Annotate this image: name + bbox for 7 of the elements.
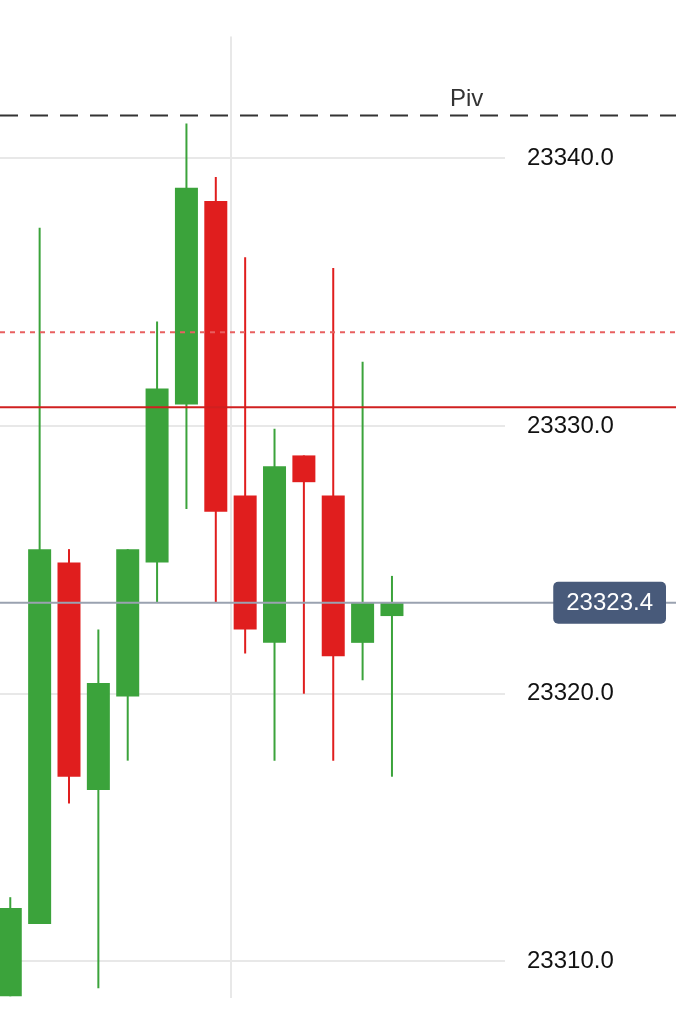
ref-line-label: Piv (450, 84, 484, 112)
ref-line-label: 23323.4 (566, 588, 654, 616)
y-tick-label: 23310.0 (527, 946, 614, 974)
y-tick-label: 23330.0 (527, 410, 614, 438)
y-tick-label: 23320.0 (527, 678, 614, 706)
y-tick-label: 23340.0 (527, 142, 614, 170)
candlestick (380, 575, 404, 777)
